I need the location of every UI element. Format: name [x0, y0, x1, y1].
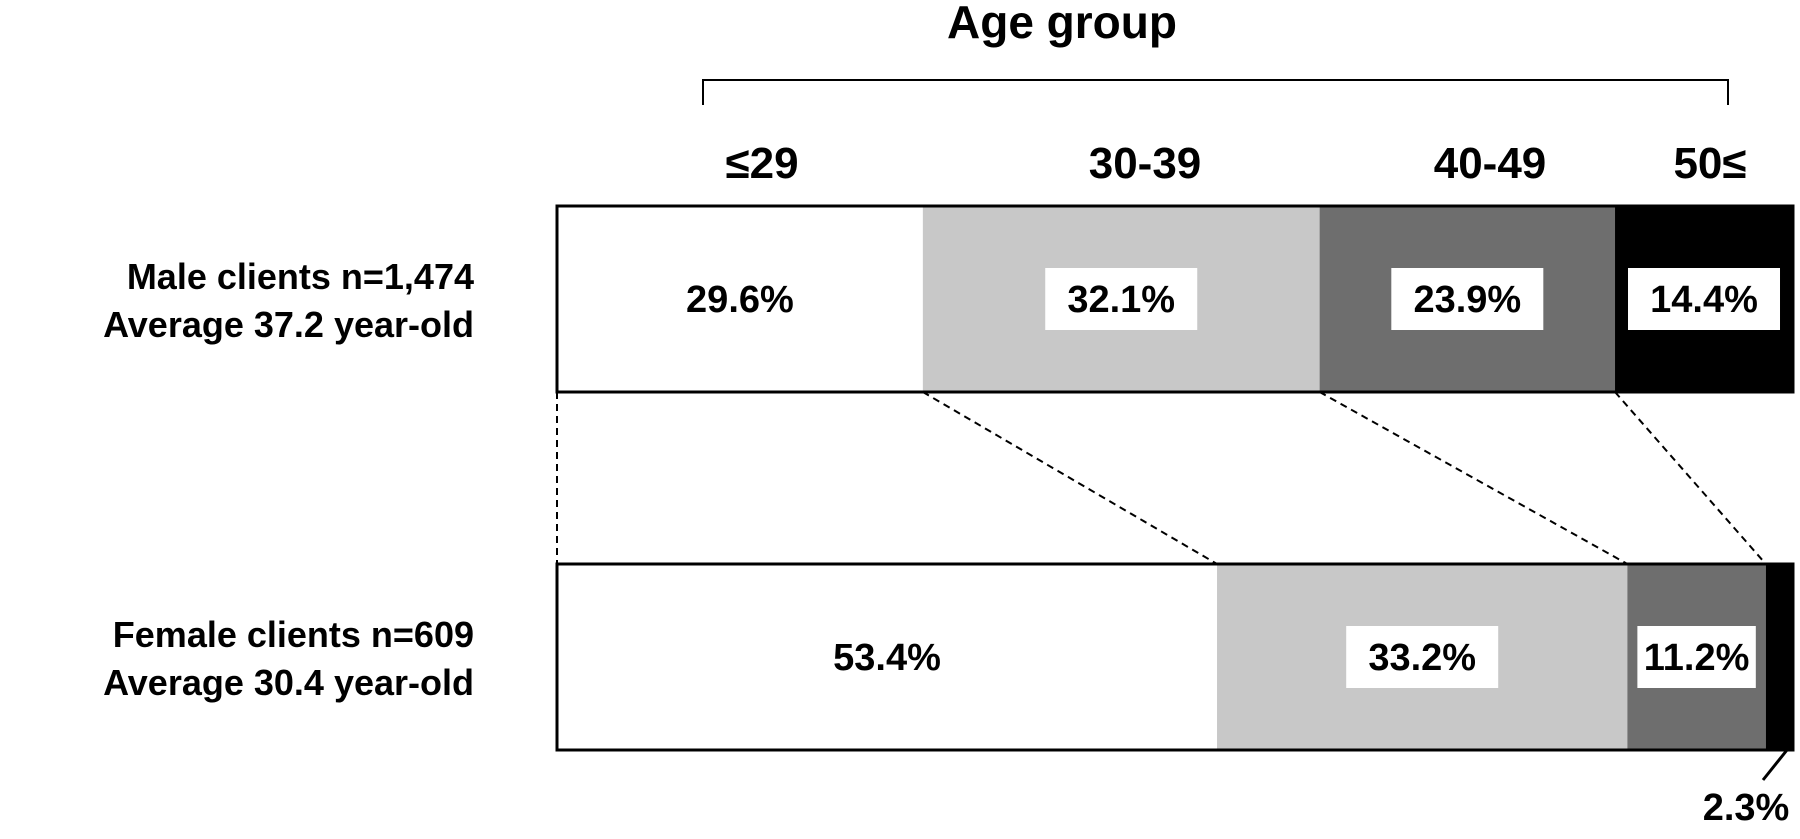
- category-label: 30-39: [1089, 139, 1202, 188]
- data-label: 14.4%: [1650, 279, 1758, 321]
- data-label-box: [1346, 626, 1499, 688]
- data-label-box: [1637, 626, 1756, 688]
- chart-title: Age group: [947, 0, 1177, 48]
- bar-segment: [557, 564, 1218, 750]
- data-label-box: [1628, 268, 1781, 330]
- data-label: 11.2%: [1644, 637, 1750, 679]
- data-label: 32.1%: [1067, 279, 1175, 321]
- data-label-leader-line: [1761, 749, 1789, 781]
- bar-rows: Male clients n=1,474 Average 37.2 year-ol…: [103, 204, 1795, 829]
- data-label: 53.4%: [833, 637, 941, 679]
- dashed-connector-line: [1319, 391, 1628, 565]
- bar-segment: [557, 206, 923, 392]
- category-label: 40-49: [1434, 139, 1547, 188]
- data-label-box: [1045, 268, 1198, 330]
- data-label: 2.3%: [1703, 787, 1790, 829]
- dashed-connectors: [556, 391, 1767, 565]
- row-average-label: Average 37.2 year-old: [103, 304, 474, 345]
- bar-outline: [555, 204, 1795, 394]
- data-label: 29.6%: [686, 279, 794, 321]
- category-label: ≤29: [725, 139, 798, 188]
- bar-segment: [1765, 564, 1793, 750]
- age-group-bracket: [702, 79, 1729, 105]
- male-clients-row: Male clients n=1,474 Average 37.2 year-ol…: [103, 204, 1795, 394]
- dashed-connector-line: [1614, 391, 1767, 565]
- category-labels: ≤29 30-39 40-49 50≤: [725, 139, 1746, 188]
- row-label: Male clients n=1,474: [127, 256, 474, 297]
- data-label: 23.9%: [1413, 279, 1521, 321]
- female-clients-row: Female clients n=609 Average 30.4 year-ol…: [103, 562, 1795, 829]
- row-label: Female clients n=609: [113, 614, 474, 655]
- row-average-label: Average 30.4 year-old: [103, 662, 474, 703]
- dashed-connector-line: [922, 391, 1218, 565]
- bar-outline: [555, 562, 1795, 752]
- data-label-box: [1391, 268, 1544, 330]
- data-label: 33.2%: [1368, 637, 1476, 679]
- category-label: 50≤: [1673, 139, 1746, 188]
